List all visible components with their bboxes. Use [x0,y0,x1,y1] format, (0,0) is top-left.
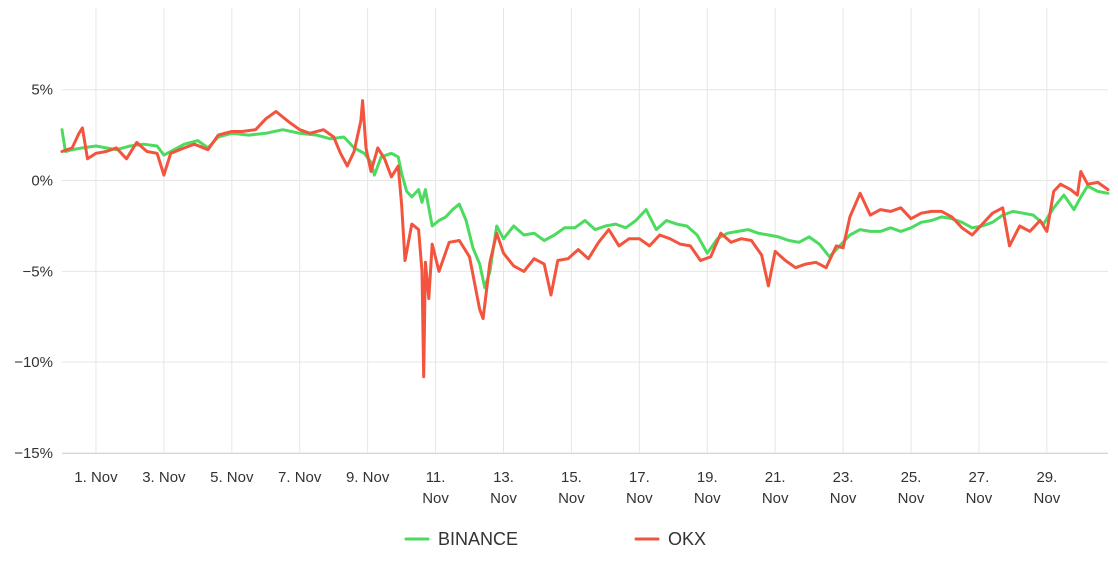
x-tick-label: 5. Nov [210,469,254,486]
x-tick-label: 13. [493,469,514,486]
x-tick-label: 25. [901,469,922,486]
series-line-okx [60,99,1110,379]
y-tick-label: −15% [14,445,53,462]
x-tick-label: 29. [1036,469,1057,486]
y-tick-label: 5% [31,82,53,99]
x-tick-label-month: Nov [422,490,449,507]
y-tick-label: −10% [14,354,53,371]
legend-label: BINANCE [438,529,518,549]
x-axis-tick-labels: 1. Nov 3. Nov 5. Nov 7. Nov 9. Nov 11. Nov 13. N… [74,469,1060,507]
y-tick-label: −5% [23,263,53,280]
legend: BINANCE OKX [404,529,706,549]
x-tick-label-month: Nov [898,490,925,507]
x-tick-label-month: Nov [626,490,653,507]
x-tick-label: 9. Nov [346,469,390,486]
legend-label: OKX [668,529,706,549]
x-tick-label-month: Nov [830,490,857,507]
x-tick-label: 23. [833,469,854,486]
x-tick-label: 7. Nov [278,469,322,486]
x-tick-label-month: Nov [966,490,993,507]
legend-item-binance: BINANCE [404,529,518,549]
x-tick-label: 11. [426,469,446,486]
x-tick-label-month: Nov [1034,490,1061,507]
x-tick-label: 17. [629,469,650,486]
vertical-gridlines [95,8,1048,453]
x-tick-label-month: Nov [558,490,585,507]
series-line-binance [60,128,1110,290]
x-tick-label: 15. [561,469,582,486]
x-tick-label: 1. Nov [74,469,118,486]
y-axis-tick-labels: 5% 0% −5% −10% −15% [14,82,53,462]
x-tick-label-month: Nov [490,490,517,507]
x-tick-label-month: Nov [694,490,721,507]
y-tick-label: 0% [31,173,53,190]
x-tick-label: 27. [969,469,990,486]
legend-item-okx: OKX [634,529,706,549]
x-tick-label: 19. [697,469,718,486]
x-tick-label-month: Nov [762,490,789,507]
series-lines [60,99,1110,379]
x-tick-label: 21. [765,469,786,486]
x-tick-label: 3. Nov [142,469,186,486]
horizontal-gridlines [62,89,1108,454]
